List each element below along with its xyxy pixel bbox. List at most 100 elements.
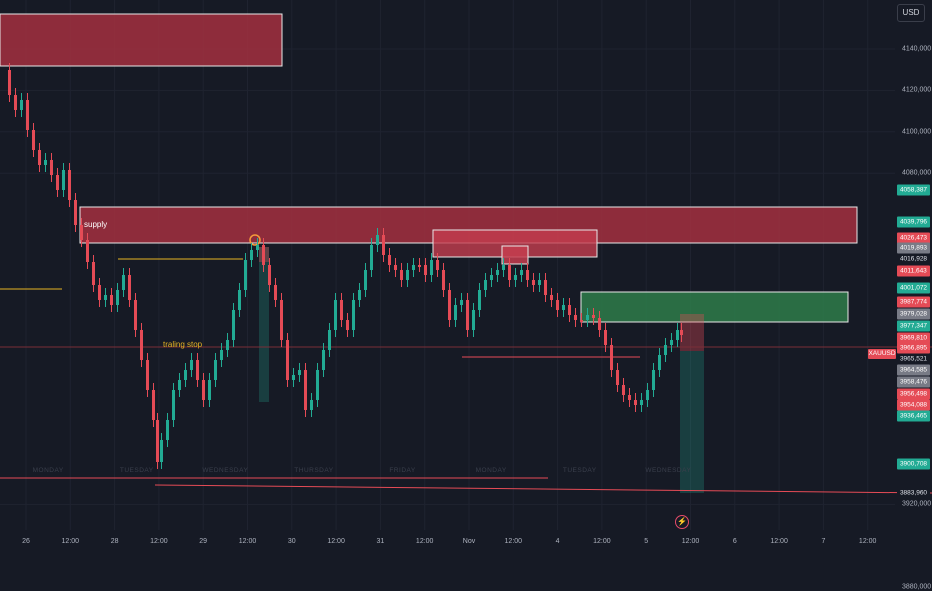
candle xyxy=(134,300,137,330)
candle xyxy=(310,400,313,410)
time-tick: 12:00 xyxy=(327,538,345,545)
session-label: FRIDAY xyxy=(389,467,416,474)
candle xyxy=(166,420,169,440)
price-tick: 4100,000 xyxy=(902,128,932,136)
candle xyxy=(190,360,193,370)
candle xyxy=(232,310,235,340)
candle xyxy=(388,255,391,265)
candle xyxy=(490,275,493,280)
candle xyxy=(406,270,409,280)
price-badge: 3969,810 xyxy=(897,332,930,344)
candle xyxy=(430,260,433,275)
lightning-icon[interactable]: ⚡ xyxy=(675,515,689,529)
candle xyxy=(146,360,149,390)
candle xyxy=(364,270,367,290)
trend-line xyxy=(154,484,932,494)
price-badge: 4001,072 xyxy=(897,282,930,294)
candle xyxy=(178,380,181,390)
candle xyxy=(442,270,445,290)
symbol-price-tag: XAUUSD xyxy=(868,349,896,359)
candle xyxy=(634,400,637,405)
candle xyxy=(268,265,271,285)
supply-zone-small xyxy=(501,245,529,265)
candle xyxy=(140,330,143,360)
price-badge: 4058,387 xyxy=(897,184,930,196)
candle xyxy=(616,370,619,385)
candle xyxy=(286,340,289,380)
time-tick: 12:00 xyxy=(504,538,523,545)
candle xyxy=(156,420,159,462)
candle xyxy=(346,320,349,330)
time-tick: 30 xyxy=(287,538,296,545)
time-tick: 12:00 xyxy=(681,538,700,545)
candle xyxy=(340,300,343,320)
candle xyxy=(508,265,511,280)
price-tick: 4140,000 xyxy=(902,45,932,53)
position-box xyxy=(259,247,269,402)
price-badge: 4016,928 xyxy=(897,253,930,265)
candle xyxy=(44,160,47,165)
candle xyxy=(676,330,679,340)
candle xyxy=(86,240,89,262)
price-badge: 3964,585 xyxy=(897,364,930,376)
time-tick: 26 xyxy=(22,538,30,545)
candle xyxy=(256,245,259,250)
candle xyxy=(646,390,649,400)
time-tick: Nov xyxy=(462,538,476,545)
price-tick: 3880,000 xyxy=(902,583,932,591)
candle xyxy=(466,300,469,330)
price-badge: 4011,643 xyxy=(897,265,930,277)
candle xyxy=(664,345,667,355)
candle xyxy=(376,235,379,245)
candle xyxy=(202,380,205,400)
time-tick: 12:00 xyxy=(61,538,80,545)
candle xyxy=(250,250,253,260)
candle xyxy=(400,270,403,280)
candle xyxy=(172,390,175,420)
candle xyxy=(448,290,451,320)
price-badge: 4039,796 xyxy=(897,216,930,228)
candle xyxy=(226,340,229,350)
candle xyxy=(418,265,421,267)
candle xyxy=(592,315,595,318)
candle xyxy=(292,375,295,380)
candle xyxy=(394,265,397,270)
time-tick: 29 xyxy=(199,538,208,545)
candle xyxy=(32,130,35,150)
currency-button[interactable]: USD xyxy=(897,4,925,22)
price-badge: 3987,774 xyxy=(897,296,930,308)
candle xyxy=(92,262,95,285)
demand-zone xyxy=(580,291,849,323)
candle xyxy=(538,280,541,285)
candle xyxy=(56,175,59,190)
price-badge: 3956,498 xyxy=(897,388,930,400)
candle xyxy=(8,70,11,95)
time-tick: 28 xyxy=(110,538,119,545)
price-badge: 3958,476 xyxy=(897,376,930,388)
candle xyxy=(328,330,331,350)
price-tick: 4080,000 xyxy=(902,169,932,177)
candle xyxy=(80,225,83,240)
candle xyxy=(460,300,463,305)
supply-zone-label: supply xyxy=(84,220,108,229)
candle xyxy=(550,295,553,300)
candle xyxy=(520,270,523,275)
price-chart[interactable] xyxy=(0,0,932,550)
price-badge: 3900,708 xyxy=(897,458,930,470)
time-tick: 31 xyxy=(376,538,385,545)
candle xyxy=(526,270,529,280)
candle xyxy=(280,300,283,340)
price-badge: 4026,473 xyxy=(897,232,930,244)
short-stop-box xyxy=(680,314,704,351)
time-tick: 12:00 xyxy=(238,538,257,545)
time-tick: 6 xyxy=(732,538,737,545)
candle xyxy=(214,360,217,380)
candle xyxy=(334,300,337,330)
candle xyxy=(122,275,125,290)
candle xyxy=(424,265,427,275)
swing-high-marker xyxy=(249,234,261,246)
candle xyxy=(116,290,119,305)
candle xyxy=(110,295,113,305)
candle xyxy=(160,440,163,462)
time-tick: 12:00 xyxy=(770,538,788,545)
